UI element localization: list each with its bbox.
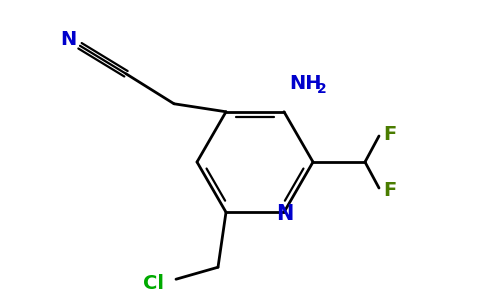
Text: N: N [276, 204, 294, 224]
Text: F: F [383, 124, 396, 143]
Text: 2: 2 [317, 82, 327, 96]
Text: F: F [383, 181, 396, 200]
Text: NH: NH [289, 74, 321, 93]
Text: N: N [60, 30, 76, 49]
Text: Cl: Cl [143, 274, 164, 293]
